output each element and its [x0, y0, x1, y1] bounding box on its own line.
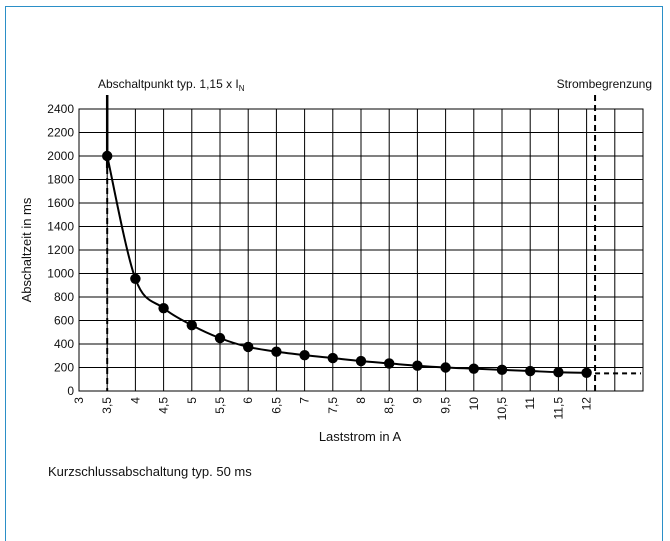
data-point: [384, 358, 395, 369]
x-tick-label: 9: [410, 397, 424, 404]
y-tick-label: 0: [67, 384, 74, 398]
x-tick-label: 6,5: [269, 397, 283, 414]
x-tick-label: 8,5: [382, 397, 396, 414]
x-tick-label: 12: [580, 397, 594, 411]
data-point: [553, 367, 564, 378]
data-point: [327, 352, 338, 364]
data-point: [130, 273, 141, 284]
x-tick-label: 11,5: [551, 397, 565, 420]
data-point: [355, 355, 367, 367]
x-axis-label: Laststrom in A: [319, 429, 402, 444]
x-tick-label: 5: [185, 397, 199, 404]
x-tick-label: 8: [354, 397, 368, 404]
data-point: [496, 364, 508, 376]
data-point: [468, 363, 479, 374]
y-tick-label: 200: [54, 361, 74, 375]
plot-border: [78, 108, 644, 392]
x-tick-label: 10,5: [495, 397, 509, 421]
data-point: [243, 341, 254, 353]
x-tick-label: 3,5: [100, 397, 114, 414]
data-point: [581, 367, 592, 378]
x-tick-label: 9,5: [439, 397, 453, 414]
x-tick-label: 7,5: [326, 397, 340, 414]
data-point: [271, 346, 282, 357]
y-tick-label: 2400: [47, 102, 74, 116]
x-tick-label: 10: [467, 397, 481, 411]
annotation-subscript: N: [239, 84, 245, 93]
y-tick-label: 1000: [47, 267, 74, 281]
y-tick-label: 1600: [47, 196, 74, 210]
y-axis-label: Abschaltzeit in ms: [19, 197, 34, 302]
data-point: [412, 360, 423, 371]
x-tick-label: 4: [128, 397, 142, 404]
y-tick-label: 1400: [47, 220, 74, 234]
data-point: [102, 150, 113, 162]
data-point: [299, 349, 310, 361]
data-point: [525, 365, 536, 377]
y-tick-label: 2200: [47, 126, 74, 140]
data-point: [186, 320, 197, 331]
y-tick-label: 1800: [47, 173, 74, 187]
y-tick-label: 1200: [47, 243, 74, 257]
x-tick-label: 5,5: [213, 397, 227, 414]
annotation-abschaltpunkt: Abschaltpunkt typ. 1,15 x IN: [98, 77, 245, 93]
series-line: [106, 155, 587, 374]
x-tick-label: 11: [523, 397, 537, 410]
y-tick-label: 400: [54, 337, 74, 351]
x-tick-label: 3: [72, 397, 86, 404]
x-tick-label: 7: [298, 397, 312, 404]
x-tick-label: 6: [241, 397, 255, 404]
data-point: [158, 302, 169, 314]
footnote: Kurzschlussabschaltung typ. 50 ms: [48, 464, 252, 479]
x-tick-label: 4,5: [157, 397, 171, 414]
y-tick-label: 2000: [47, 149, 74, 163]
y-tick-label: 600: [54, 314, 74, 328]
y-tick-label: 800: [54, 290, 74, 304]
data-point: [440, 362, 451, 373]
annotation-strombegrenzung: Strombegrenzung: [557, 77, 652, 91]
data-point: [214, 332, 226, 344]
